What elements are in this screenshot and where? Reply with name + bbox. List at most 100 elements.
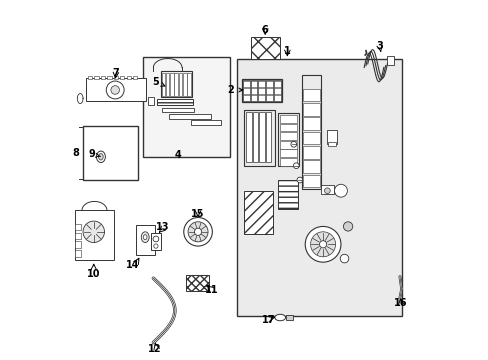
Bar: [258, 88, 264, 94]
Bar: [250, 37, 279, 59]
Bar: [266, 88, 272, 94]
Bar: [85, 78, 146, 102]
Bar: [107, 76, 111, 79]
Text: 12: 12: [147, 343, 161, 354]
Bar: [250, 88, 257, 94]
Text: 3: 3: [375, 41, 382, 51]
Bar: [266, 95, 272, 102]
Bar: [302, 75, 320, 189]
Bar: [250, 95, 257, 102]
Bar: [190, 120, 221, 125]
Bar: [259, 112, 264, 162]
Text: 11: 11: [204, 285, 218, 295]
Bar: [160, 71, 192, 97]
Circle shape: [106, 81, 124, 99]
Circle shape: [83, 221, 104, 243]
Bar: [101, 76, 105, 79]
Bar: [303, 117, 319, 130]
Bar: [252, 112, 258, 162]
Ellipse shape: [274, 314, 285, 321]
Bar: [162, 108, 193, 112]
Bar: [279, 141, 297, 149]
Bar: [250, 81, 257, 87]
Bar: [165, 73, 169, 96]
Circle shape: [290, 141, 296, 147]
Bar: [265, 112, 270, 162]
Bar: [244, 191, 272, 234]
Bar: [266, 81, 272, 87]
Bar: [250, 80, 257, 102]
Bar: [386, 56, 393, 65]
Bar: [242, 80, 249, 102]
Text: 10: 10: [87, 269, 101, 279]
Bar: [258, 95, 264, 102]
Text: 7: 7: [112, 68, 119, 78]
Bar: [75, 224, 81, 230]
Circle shape: [153, 244, 158, 248]
Bar: [183, 73, 186, 96]
Text: 9: 9: [88, 149, 100, 159]
Bar: [75, 242, 81, 248]
Ellipse shape: [143, 235, 147, 240]
Bar: [279, 123, 297, 131]
Bar: [120, 76, 124, 79]
Bar: [126, 76, 131, 79]
Circle shape: [340, 254, 348, 263]
Bar: [285, 315, 292, 320]
Bar: [303, 160, 319, 173]
Bar: [328, 143, 335, 146]
Bar: [135, 225, 155, 255]
Text: 5: 5: [151, 77, 164, 87]
Text: 13: 13: [156, 222, 169, 232]
Bar: [148, 97, 154, 105]
Bar: [187, 73, 190, 96]
Bar: [303, 89, 319, 102]
Bar: [75, 210, 114, 260]
Text: 17: 17: [262, 315, 275, 325]
Bar: [266, 80, 272, 102]
Text: 4: 4: [175, 150, 182, 160]
Bar: [274, 88, 281, 94]
Bar: [242, 81, 249, 87]
Bar: [242, 79, 282, 102]
Bar: [244, 111, 274, 166]
Bar: [94, 76, 99, 79]
Bar: [142, 57, 230, 157]
Bar: [303, 146, 319, 158]
Bar: [88, 76, 92, 79]
Text: 2: 2: [227, 85, 242, 95]
Circle shape: [153, 236, 159, 242]
Bar: [278, 180, 298, 208]
Bar: [170, 73, 173, 96]
Circle shape: [183, 217, 212, 246]
Bar: [258, 81, 264, 87]
Ellipse shape: [141, 232, 149, 243]
Bar: [114, 76, 118, 79]
Bar: [279, 115, 297, 123]
Bar: [303, 103, 319, 116]
Circle shape: [194, 228, 201, 235]
Bar: [303, 132, 319, 144]
Bar: [326, 130, 337, 144]
Text: 1: 1: [284, 46, 290, 57]
Text: 15: 15: [191, 209, 204, 219]
Bar: [174, 73, 178, 96]
Bar: [83, 126, 138, 180]
Ellipse shape: [96, 151, 105, 162]
Circle shape: [343, 222, 352, 231]
Text: 16: 16: [393, 298, 407, 308]
Bar: [279, 149, 297, 157]
Circle shape: [305, 226, 340, 262]
Bar: [242, 95, 249, 102]
Bar: [242, 88, 249, 94]
Bar: [151, 233, 161, 249]
Bar: [274, 81, 281, 87]
Bar: [303, 175, 319, 187]
Bar: [185, 275, 208, 291]
Text: 14: 14: [126, 260, 140, 270]
Bar: [278, 113, 299, 166]
Circle shape: [188, 222, 207, 242]
Bar: [179, 73, 182, 96]
Bar: [157, 99, 192, 105]
Bar: [237, 59, 401, 316]
